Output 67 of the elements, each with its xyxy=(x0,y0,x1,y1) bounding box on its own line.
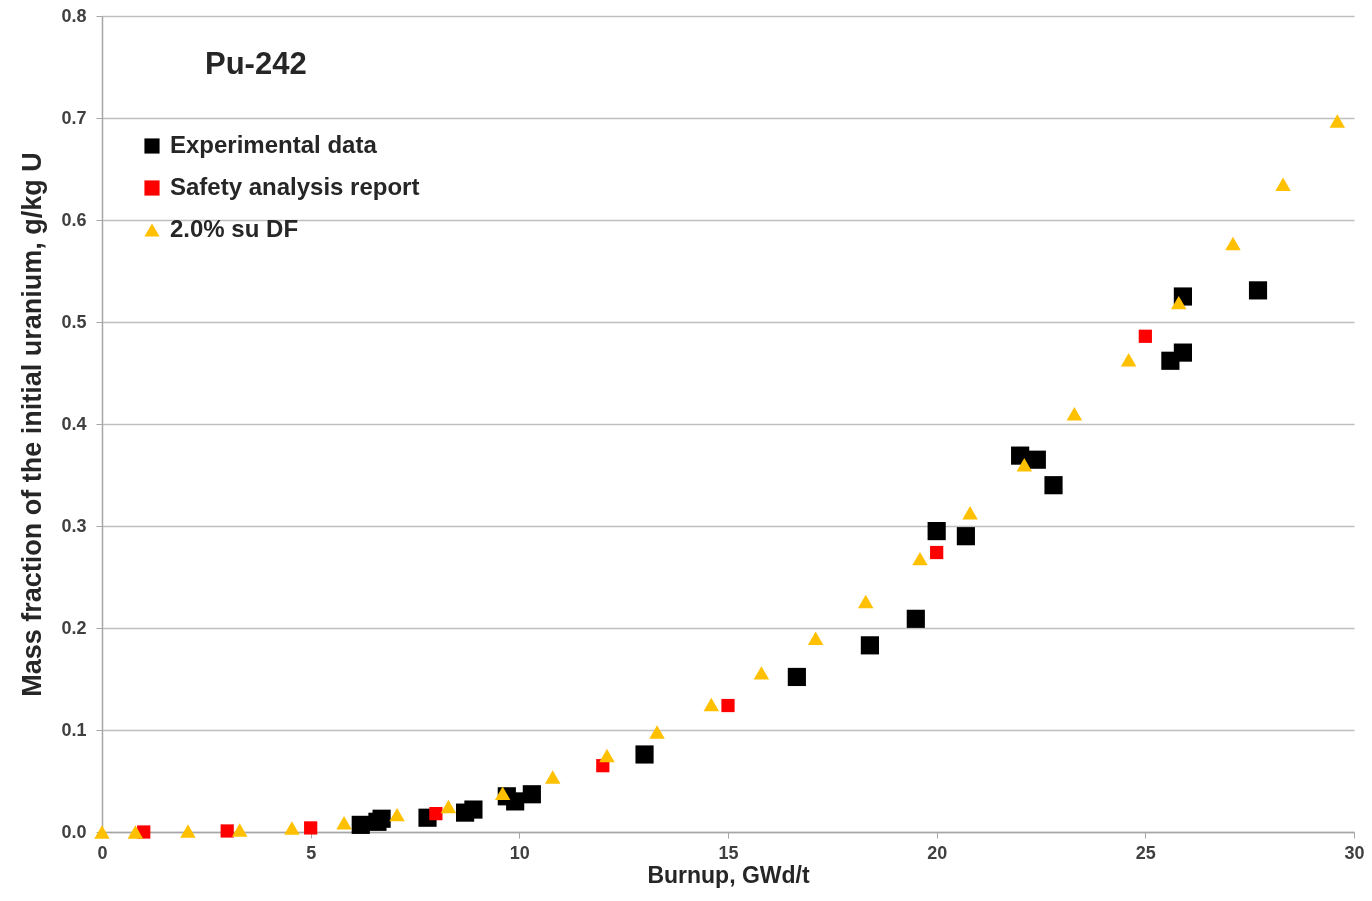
y-tick-label: 0.7 xyxy=(61,107,87,128)
y-tick-label: 0.6 xyxy=(61,209,87,230)
point xyxy=(1248,281,1268,300)
y-tick-label: 0.5 xyxy=(61,311,87,332)
point xyxy=(94,825,110,839)
point xyxy=(544,770,561,784)
point xyxy=(372,809,391,828)
point xyxy=(703,697,720,712)
y-tick-label: 0.8 xyxy=(61,5,87,26)
point xyxy=(231,823,248,837)
x-tick-label: 15 xyxy=(718,842,739,863)
point xyxy=(599,748,615,763)
point xyxy=(906,609,925,628)
y-tick-label: 0.1 xyxy=(61,719,87,740)
legend-label: Experimental data xyxy=(170,131,378,158)
point xyxy=(1329,114,1346,128)
y-tick-label: 0.3 xyxy=(61,515,87,536)
point xyxy=(912,551,928,566)
y-tick-label: 0.2 xyxy=(61,617,87,638)
point xyxy=(807,631,824,645)
x-tick-label: 25 xyxy=(1135,842,1156,863)
y-axis-title: Mass fraction of the initial uranium, g/kg U xyxy=(17,152,48,697)
point xyxy=(336,816,352,830)
point xyxy=(220,824,234,838)
point xyxy=(860,636,879,655)
point xyxy=(389,807,405,822)
x-tick-label: 30 xyxy=(1344,842,1365,863)
x-axis-title: Burnup, GWd/t xyxy=(647,861,810,888)
point xyxy=(1275,177,1291,192)
point xyxy=(753,666,770,680)
legend-label: 2.0% su DF xyxy=(170,215,299,242)
point xyxy=(284,821,300,835)
point xyxy=(649,725,665,739)
point xyxy=(1173,343,1192,362)
point xyxy=(1170,295,1187,310)
x-tick-label: 10 xyxy=(509,842,530,863)
point xyxy=(1044,476,1063,495)
point xyxy=(721,698,735,713)
point xyxy=(464,800,483,819)
point xyxy=(787,667,806,687)
y-tick-label: 0.0 xyxy=(61,821,87,842)
legend-label: Safety analysis report xyxy=(170,173,420,200)
y-tick-label: 0.4 xyxy=(61,413,87,434)
point xyxy=(1066,407,1083,421)
point xyxy=(1120,353,1137,367)
point xyxy=(1225,236,1241,251)
point xyxy=(127,825,144,839)
point xyxy=(1016,458,1033,472)
point xyxy=(927,522,946,541)
point xyxy=(522,785,541,804)
text: Pu-242 xyxy=(205,46,307,81)
point xyxy=(506,792,525,811)
point xyxy=(956,527,975,546)
point xyxy=(1138,329,1152,343)
point xyxy=(962,506,978,520)
point xyxy=(304,821,318,835)
point xyxy=(635,745,654,764)
point xyxy=(440,799,457,814)
point xyxy=(857,594,874,609)
point xyxy=(1027,450,1046,469)
point xyxy=(429,807,443,821)
x-tick-label: 20 xyxy=(927,842,948,863)
point xyxy=(494,786,511,800)
point xyxy=(930,545,944,560)
point xyxy=(180,824,196,838)
x-tick-label: 0 xyxy=(97,842,108,863)
x-tick-label: 5 xyxy=(306,842,317,863)
